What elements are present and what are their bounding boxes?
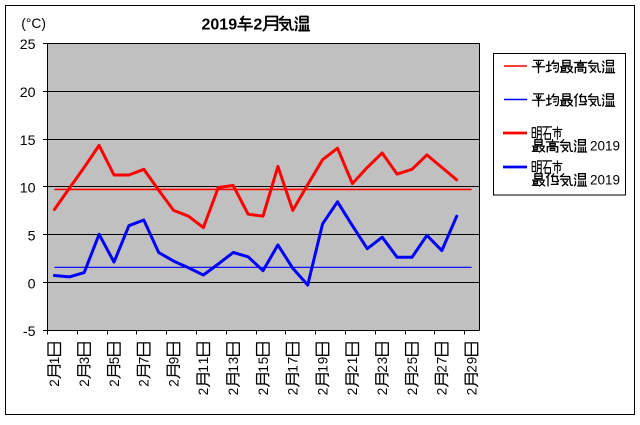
svg-text:1: 1 [226, 365, 241, 373]
svg-text:2019: 2019 [202, 17, 238, 34]
svg-text:1: 1 [196, 357, 211, 365]
svg-text:2019: 2019 [590, 138, 620, 153]
svg-text:2: 2 [464, 365, 479, 373]
svg-text:0: 0 [28, 276, 36, 292]
svg-text:2: 2 [137, 379, 152, 387]
svg-text:1: 1 [315, 365, 330, 373]
svg-text:9: 9 [464, 357, 479, 365]
svg-text:5: 5 [256, 357, 271, 365]
svg-text:2: 2 [107, 379, 122, 387]
svg-text:2: 2 [464, 388, 479, 396]
svg-text:1: 1 [286, 365, 301, 373]
svg-text:2: 2 [345, 388, 360, 396]
svg-text:2: 2 [286, 388, 301, 396]
svg-text:2: 2 [315, 388, 330, 396]
svg-text:3: 3 [226, 357, 241, 365]
svg-text:25: 25 [20, 37, 36, 53]
svg-text:3: 3 [77, 357, 92, 365]
svg-text:3: 3 [375, 357, 390, 365]
svg-text:5: 5 [107, 357, 122, 365]
svg-text:1: 1 [47, 357, 62, 365]
svg-text:2: 2 [196, 388, 211, 396]
svg-text:2: 2 [345, 365, 360, 373]
svg-text:9: 9 [315, 357, 330, 365]
svg-text:2: 2 [226, 388, 241, 396]
svg-text:2: 2 [375, 388, 390, 396]
svg-text:1: 1 [196, 365, 211, 373]
svg-text:1: 1 [256, 365, 271, 373]
svg-text:2: 2 [256, 388, 271, 396]
svg-text:(°C): (°C) [21, 16, 46, 31]
svg-text:5: 5 [28, 229, 36, 245]
svg-text:7: 7 [137, 357, 152, 365]
svg-text:2: 2 [166, 379, 181, 387]
svg-text:2: 2 [435, 365, 450, 373]
svg-text:1: 1 [345, 357, 360, 365]
svg-text:-5: -5 [23, 324, 36, 340]
svg-text:2: 2 [405, 388, 420, 396]
svg-text:20: 20 [20, 85, 36, 101]
svg-text:2: 2 [375, 365, 390, 373]
svg-text:2: 2 [77, 379, 92, 387]
svg-text:2019: 2019 [590, 172, 620, 187]
svg-text:7: 7 [286, 357, 301, 365]
svg-text:2: 2 [405, 365, 420, 373]
svg-text:15: 15 [20, 133, 36, 149]
svg-text:2: 2 [47, 379, 62, 387]
svg-text:2: 2 [435, 388, 450, 396]
svg-text:5: 5 [405, 357, 420, 365]
svg-text:10: 10 [20, 181, 36, 197]
svg-text:2: 2 [253, 17, 262, 34]
svg-text:7: 7 [435, 357, 450, 365]
svg-text:9: 9 [166, 357, 181, 365]
